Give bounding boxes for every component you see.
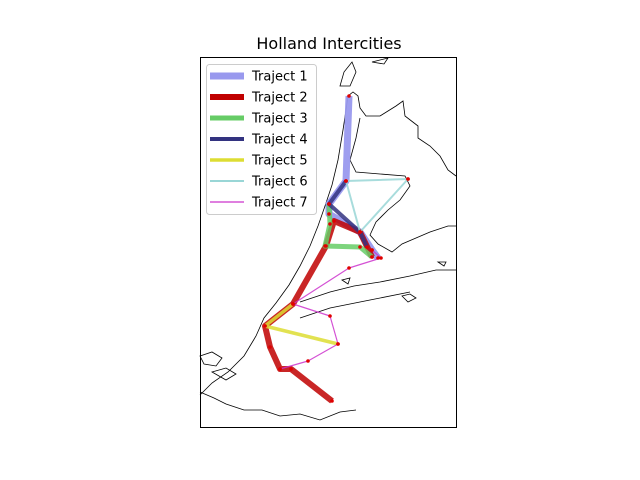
legend-label-1: Traject 1	[251, 70, 308, 85]
station-dot-7-6	[336, 342, 340, 346]
station-dot-5-2	[263, 324, 267, 328]
coastline	[199, 57, 457, 421]
route-line-4	[327, 179, 369, 248]
station-dot-2-1	[330, 399, 334, 403]
station-dot-4-4	[365, 245, 369, 249]
chart-title: Holland Intercities	[256, 34, 401, 53]
station-dot-2-8	[332, 219, 336, 223]
station-dot-6-4	[406, 177, 410, 181]
route-line-7	[279, 249, 382, 370]
station-dot-7-1	[370, 248, 374, 252]
legend-label-5: Traject 5	[251, 154, 308, 169]
legend-label-4: Traject 4	[251, 133, 308, 148]
legend: Traject 1 Traject 2 Traject 3 Traject 4 Traj…	[206, 64, 317, 215]
station-dot-7-4	[291, 302, 295, 306]
station-dot-7-3	[347, 266, 351, 270]
station-dot-6-3	[358, 230, 362, 234]
station-dot-2-2	[289, 367, 293, 371]
legend-label-6: Traject 6	[251, 175, 308, 190]
station-dot-7-2	[379, 256, 383, 260]
station-dot-7-5	[328, 314, 332, 318]
station-dot-3-4	[358, 245, 362, 249]
legend-label-3: Traject 3	[251, 112, 308, 127]
legend-label-2: Traject 2	[251, 91, 308, 106]
legend-box	[206, 64, 317, 215]
station-layer	[263, 94, 410, 403]
station-dot-3-3	[323, 244, 327, 248]
station-dot-1-4	[327, 212, 331, 216]
station-dot-4-2	[327, 202, 331, 206]
station-dot-6-2	[344, 179, 348, 183]
station-dot-1-1	[347, 94, 351, 98]
station-dot-1-7	[376, 256, 380, 260]
station-dot-3-2	[328, 222, 332, 226]
station-dot-2-4	[268, 345, 272, 349]
legend-label-7: Traject 7	[251, 196, 308, 211]
route-line-6	[345, 178, 409, 233]
station-dot-7-7	[306, 359, 310, 363]
station-dot-7-8	[278, 367, 282, 371]
station-dot-3-5	[370, 255, 374, 259]
